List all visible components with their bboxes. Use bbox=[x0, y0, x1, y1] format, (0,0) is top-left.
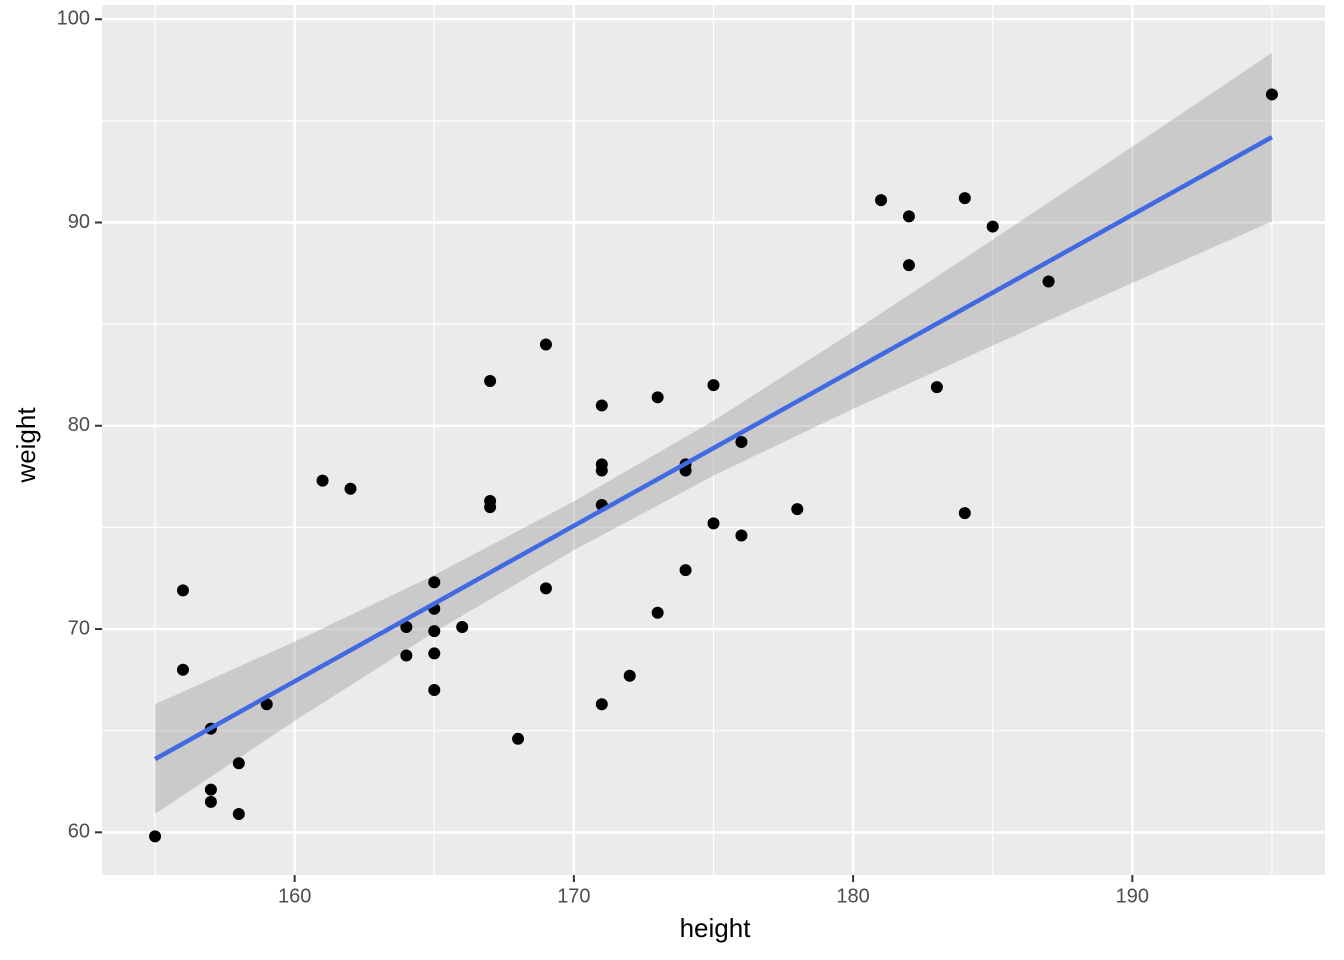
point bbox=[149, 830, 162, 843]
point bbox=[986, 220, 999, 233]
point bbox=[428, 684, 441, 697]
point bbox=[539, 338, 552, 351]
regression-line bbox=[153, 135, 1274, 762]
point bbox=[651, 391, 664, 404]
point bbox=[902, 259, 915, 272]
x-tick-label: 160 bbox=[278, 885, 311, 907]
point bbox=[902, 210, 915, 223]
y-tick-label: 70 bbox=[68, 617, 90, 639]
point bbox=[232, 808, 245, 821]
point bbox=[1042, 275, 1055, 288]
point bbox=[679, 564, 692, 577]
point bbox=[260, 698, 273, 711]
point bbox=[595, 464, 608, 477]
x-tick-label: 170 bbox=[557, 885, 590, 907]
point bbox=[204, 795, 217, 808]
x-axis-title: height bbox=[680, 913, 752, 943]
point bbox=[707, 379, 720, 392]
point bbox=[484, 375, 497, 388]
point bbox=[456, 621, 469, 634]
point bbox=[595, 399, 608, 412]
point bbox=[735, 529, 748, 542]
point bbox=[428, 647, 441, 660]
point bbox=[232, 757, 245, 770]
point bbox=[176, 663, 189, 676]
point bbox=[176, 584, 189, 597]
y-tick-label: 100 bbox=[57, 8, 90, 30]
point bbox=[875, 194, 888, 207]
point bbox=[930, 381, 943, 394]
point bbox=[651, 606, 664, 619]
point bbox=[484, 501, 497, 514]
point bbox=[204, 783, 217, 796]
y-axis-title: weight bbox=[11, 407, 41, 484]
point bbox=[512, 732, 525, 745]
x-tick-label: 180 bbox=[836, 885, 869, 907]
point bbox=[791, 503, 804, 516]
point bbox=[400, 621, 413, 634]
x-tick-label: 190 bbox=[1116, 885, 1149, 907]
point bbox=[1265, 88, 1278, 101]
point bbox=[344, 482, 357, 495]
point bbox=[735, 436, 748, 449]
y-tick-label: 60 bbox=[68, 821, 90, 843]
confidence-band bbox=[155, 52, 1272, 815]
point bbox=[623, 669, 636, 682]
point bbox=[958, 507, 971, 520]
point bbox=[428, 625, 441, 638]
point bbox=[595, 698, 608, 711]
point bbox=[958, 192, 971, 205]
point bbox=[707, 517, 720, 530]
point bbox=[428, 576, 441, 589]
point bbox=[400, 649, 413, 662]
point bbox=[316, 474, 329, 487]
y-tick-label: 90 bbox=[68, 211, 90, 233]
point bbox=[539, 582, 552, 595]
y-tick-label: 80 bbox=[68, 414, 90, 436]
